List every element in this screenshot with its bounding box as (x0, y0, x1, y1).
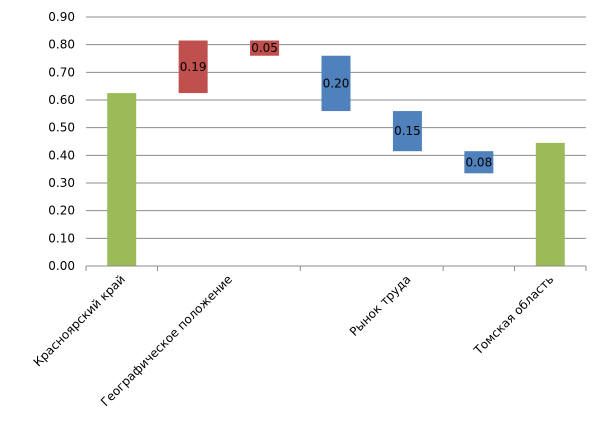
y-axis-ticks: 0.00 0.10 0.20 0.30 0.40 0.50 0.60 0.70 0.80 0.90 (48, 10, 75, 273)
bar (107, 93, 137, 266)
y-tick-label: 0.60 (48, 93, 75, 107)
x-category-label: Томская область (471, 272, 557, 358)
bar (250, 40, 280, 56)
y-tick-label: 0.30 (48, 176, 75, 190)
y-tick-label: 0.50 (48, 121, 75, 135)
data-label: 0.20 (323, 76, 350, 90)
x-category-label: Рынок труда (347, 272, 414, 339)
gridlines (86, 16, 586, 267)
data-label: 0.15 (394, 124, 421, 138)
bar (392, 111, 422, 152)
data-labels: 0.19 0.05 0.20 0.15 0.08 (180, 41, 492, 169)
x-category-label: Красноярский край (31, 272, 128, 369)
y-tick-label: 0.00 (48, 259, 75, 273)
y-tick-label: 0.90 (48, 10, 75, 24)
bars (107, 40, 565, 266)
y-tick-label: 0.70 (48, 65, 75, 79)
bar (464, 151, 494, 174)
data-label: 0.05 (251, 41, 278, 55)
y-tick-label: 0.80 (48, 38, 75, 52)
bar (321, 55, 351, 112)
bar (178, 40, 208, 94)
y-tick-label: 0.10 (48, 231, 75, 245)
bar (535, 142, 565, 266)
y-tick-label: 0.40 (48, 148, 75, 162)
x-category-label: Географическое положение (98, 272, 235, 409)
data-label: 0.19 (180, 60, 207, 74)
x-axis (85, 265, 587, 271)
y-tick-label: 0.20 (48, 204, 75, 218)
data-label: 0.08 (465, 155, 492, 169)
